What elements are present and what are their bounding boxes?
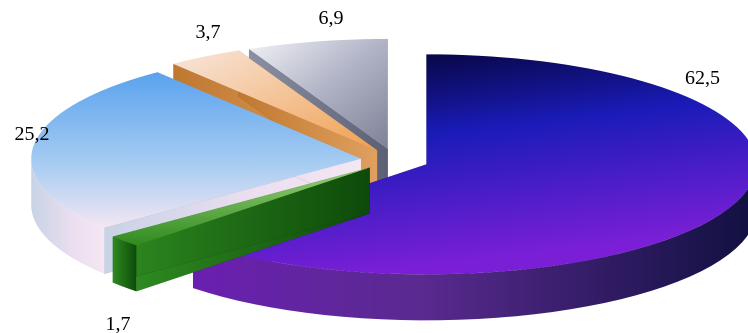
pie-slice-1-top [112,167,370,246]
pie-slice-1-side-0 [112,236,137,292]
pie-slice-2-top [31,72,362,228]
pie-slice-0-side-0 [193,188,748,321]
data-label-slice-3: 3,7 [196,21,221,43]
pie-slice-4-top [249,38,388,149]
data-label-slice-1: 1,7 [106,313,131,333]
data-label-slice-4: 6,9 [319,7,344,29]
pie-slice-2-side-0 [31,158,105,274]
data-label-slice-0: 62,5 [685,67,720,89]
pie-slice-1 [112,167,370,292]
data-label-slice-2: 25,2 [15,123,50,145]
pie-slice-3-top [173,50,378,151]
